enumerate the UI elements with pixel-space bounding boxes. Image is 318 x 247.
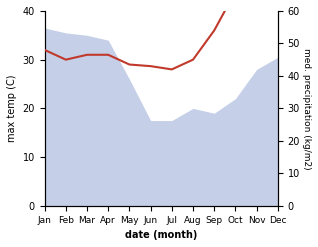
Y-axis label: med. precipitation (kg/m2): med. precipitation (kg/m2) (302, 48, 311, 169)
X-axis label: date (month): date (month) (125, 230, 197, 240)
Y-axis label: max temp (C): max temp (C) (7, 75, 17, 142)
